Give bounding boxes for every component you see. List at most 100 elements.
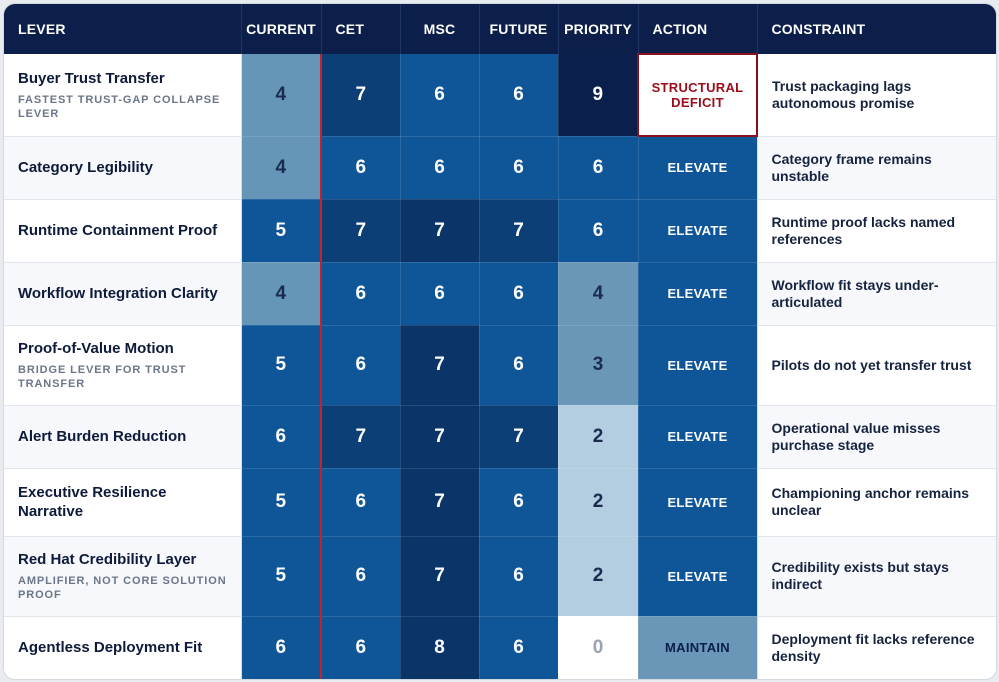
future-score: 7: [479, 199, 559, 263]
constraint-text: Operational value misses purchase stage: [757, 405, 996, 469]
constraint-text: Deployment fit lacks reference density: [757, 616, 996, 679]
current-score: 6: [241, 616, 322, 679]
current-score: 4: [241, 262, 322, 326]
lever-subtitle: BRIDGE LEVER FOR TRUST TRANSFER: [18, 364, 187, 390]
current-score: 5: [241, 468, 322, 537]
msc-score: 7: [400, 405, 480, 469]
table-row: Red Hat Credibility Layer AMPLIFIER, NOT …: [4, 536, 996, 617]
table-row: Executive Resilience Narrative 5 6 7 6 2 ELEVA…: [4, 468, 996, 537]
header-constraint: CONSTRAINT: [757, 4, 996, 54]
table-row: Category Legibility 4 6 6 6 6 ELEVATE Category …: [4, 136, 996, 200]
future-score: 7: [479, 405, 559, 469]
action-badge: ELEVATE: [638, 468, 758, 537]
cet-score: 6: [321, 616, 401, 679]
current-score: 4: [241, 136, 322, 200]
current-score: 5: [241, 199, 322, 263]
future-score: 6: [479, 262, 559, 326]
cet-score: 7: [321, 199, 401, 263]
future-score: 6: [479, 325, 559, 406]
header-msc: MSC: [400, 4, 480, 54]
priority-score: 3: [558, 325, 639, 406]
action-badge: ELEVATE: [638, 262, 758, 326]
lever-cell: Agentless Deployment Fit: [4, 616, 242, 679]
lever-table: LEVER CURRENT CET MSC FUTURE PRIORITY AC…: [4, 4, 996, 679]
lever-name: Proof-of-Value Motion: [18, 340, 174, 357]
priority-score: 2: [558, 405, 639, 469]
lever-cell: Proof-of-Value Motion BRIDGE LEVER FOR TR…: [4, 325, 242, 406]
lever-matrix-panel: LEVER CURRENT CET MSC FUTURE PRIORITY AC…: [3, 3, 997, 680]
lever-name: Agentless Deployment Fit: [18, 639, 203, 656]
future-score: 6: [479, 468, 559, 537]
cet-score: 7: [321, 405, 401, 469]
lever-name: Executive Resilience Narrative: [18, 484, 167, 520]
lever-cell: Buyer Trust Transfer FASTEST TRUST-GAP CO…: [4, 54, 242, 137]
header-future: FUTURE: [479, 4, 559, 54]
table-row: Agentless Deployment Fit 6 6 8 6 0 MAINTAIN Dep…: [4, 616, 996, 679]
cet-score: 6: [321, 262, 401, 326]
action-badge: ELEVATE: [638, 536, 758, 617]
constraint-text: Championing anchor remains unclear: [757, 468, 996, 537]
header-lever: LEVER: [4, 4, 242, 54]
action-badge: STRUCTURAL DEFICIT: [637, 53, 758, 137]
current-score: 4: [241, 54, 322, 137]
lever-cell: Red Hat Credibility Layer AMPLIFIER, NOT …: [4, 536, 242, 617]
constraint-text: Credibility exists but stays indirect: [757, 536, 996, 617]
future-score: 6: [479, 54, 559, 137]
priority-score: 0: [558, 616, 639, 679]
future-score: 6: [479, 616, 559, 679]
constraint-text: Pilots do not yet transfer trust: [757, 325, 996, 406]
lever-name: Buyer Trust Transfer: [18, 69, 165, 87]
msc-score: 7: [400, 468, 480, 537]
current-score: 6: [241, 405, 322, 469]
header-cet: CET: [321, 4, 401, 54]
cet-score: 7: [321, 54, 401, 137]
lever-cell: Category Legibility: [4, 136, 242, 200]
table-header-row: LEVER CURRENT CET MSC FUTURE PRIORITY AC…: [4, 4, 996, 54]
msc-score: 6: [400, 54, 480, 137]
priority-score: 4: [558, 262, 639, 326]
msc-score: 7: [400, 325, 480, 406]
cet-score: 6: [321, 536, 401, 617]
future-score: 6: [479, 136, 559, 200]
cet-score: 6: [321, 468, 401, 537]
lever-subtitle: AMPLIFIER, NOT CORE SOLUTION PROOF: [18, 575, 227, 601]
lever-cell: Executive Resilience Narrative: [4, 468, 242, 537]
msc-score: 8: [400, 616, 480, 679]
lever-cell: Alert Burden Reduction: [4, 405, 242, 469]
table-row: Workflow Integration Clarity 4 6 6 6 4 ELEVATE…: [4, 262, 996, 326]
lever-name: Workflow Integration Clarity: [18, 285, 218, 302]
constraint-text: Category frame remains unstable: [757, 136, 996, 200]
current-score: 5: [241, 325, 322, 406]
lever-cell: Runtime Containment Proof: [4, 199, 242, 263]
current-score: 5: [241, 536, 322, 617]
table-row: Runtime Containment Proof 5 7 7 7 6 ELEVATE Run…: [4, 199, 996, 263]
header-current: CURRENT: [241, 4, 322, 54]
constraint-text: Trust packaging lags autonomous promise: [757, 54, 996, 137]
priority-score: 9: [558, 54, 639, 137]
priority-score: 2: [558, 468, 639, 537]
msc-score: 7: [400, 199, 480, 263]
table-row: Proof-of-Value Motion BRIDGE LEVER FOR TR…: [4, 325, 996, 406]
constraint-text: Runtime proof lacks named references: [757, 199, 996, 263]
constraint-text: Workflow fit stays under-articulated: [757, 262, 996, 326]
cet-score: 6: [321, 325, 401, 406]
priority-score: 6: [558, 199, 639, 263]
header-action: ACTION: [638, 4, 758, 54]
msc-score: 6: [400, 136, 480, 200]
lever-name: Alert Burden Reduction: [18, 428, 187, 445]
priority-score: 6: [558, 136, 639, 200]
lever-name: Red Hat Credibility Layer: [18, 551, 197, 568]
lever-name: Category Legibility: [18, 159, 154, 176]
lever-name: Runtime Containment Proof: [18, 222, 218, 239]
table-row: Buyer Trust Transfer FASTEST TRUST-GAP CO…: [4, 53, 996, 137]
table-row: Alert Burden Reduction 6 7 7 7 2 ELEVATE Operat…: [4, 405, 996, 469]
msc-score: 7: [400, 536, 480, 617]
action-badge: ELEVATE: [638, 405, 758, 469]
action-badge: ELEVATE: [638, 136, 758, 200]
header-priority: PRIORITY: [558, 4, 639, 54]
lever-subtitle: FASTEST TRUST-GAP COLLAPSE LEVER: [18, 93, 221, 120]
action-badge: MAINTAIN: [638, 616, 758, 679]
priority-score: 2: [558, 536, 639, 617]
lever-cell: Workflow Integration Clarity: [4, 262, 242, 326]
future-score: 6: [479, 536, 559, 617]
